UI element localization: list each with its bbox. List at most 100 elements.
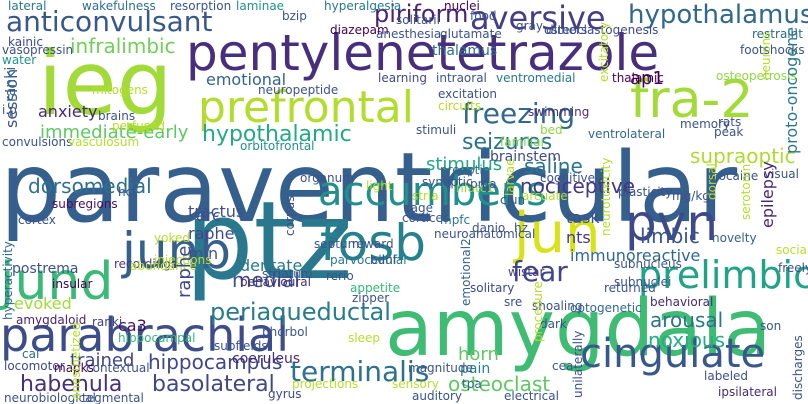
word-accumbens: accumbens (318, 169, 548, 215)
word-circuits: circuits (438, 99, 482, 113)
word-supraoptic: supraoptic (690, 144, 796, 168)
word-insular: insular (52, 277, 93, 291)
word-social: social (776, 243, 808, 257)
word-laminae: hyperalgesia (324, 0, 402, 13)
word-recordings: recordings (114, 257, 178, 271)
word-injections: injections (154, 253, 212, 267)
word-horn: task (566, 208, 600, 227)
word-ranki: ranki (3, 66, 19, 102)
word-swimming: swimming (528, 105, 590, 119)
word-tractus: raphe (188, 224, 235, 243)
word-locomotor: locomotor (4, 359, 65, 373)
word-peak: peak (714, 125, 744, 139)
word-trained: horn (458, 344, 499, 365)
word-osteopetrosis: osteopetrosis (716, 69, 797, 83)
word-anticonvulsant: anticonvulsant (6, 5, 213, 38)
word-jund: jund (0, 252, 114, 312)
word-striatum: striatum (262, 267, 313, 281)
word-cage: cage (404, 201, 433, 215)
word-plasticity: plasticity (618, 185, 673, 199)
word-hz: hz (514, 221, 528, 235)
word-ipsilateral: ipsilateral (718, 385, 777, 399)
word-vasopressin: vasopressin (2, 43, 74, 57)
word-footshocks: footshocks (740, 43, 805, 57)
word-saline: saline (524, 154, 583, 178)
word-i.p: i.p (2, 103, 17, 117)
word-danio: danio (472, 221, 506, 235)
word-arc: ca3 (118, 316, 147, 335)
word-thalamus: wakefulness (82, 0, 156, 13)
word-son: son (760, 319, 782, 333)
word-rats: rats (718, 115, 742, 129)
word-synaptic: synaptic (422, 175, 473, 189)
word-session: tractus (188, 202, 245, 221)
word-fosb: fosb (320, 214, 426, 272)
word-solitary: solitary (470, 281, 515, 295)
word-novelty: novelty (712, 231, 757, 245)
word-brainstem: thalamus (432, 43, 498, 59)
word-subnucleus: subnucleus (614, 257, 682, 271)
word-periaqueductal: periaqueductal (210, 298, 391, 326)
word-postrema: ap1 (630, 68, 664, 89)
word-behavioural: behavioural (240, 275, 311, 289)
word-mapks: mapks (54, 361, 94, 375)
word-neuropeptide: neuropeptide (258, 83, 339, 97)
word-stimuli: stimuli (416, 123, 457, 137)
word-shoaling: shoaling (532, 299, 583, 313)
word-epilepsy: epilepsy (758, 161, 777, 228)
word-visual: visual (764, 167, 799, 181)
word-hyperalgesia: amygdaloid (16, 313, 87, 327)
word-nociceptive: nociceptive (520, 174, 635, 198)
word-nfatc1: nfatc1 (456, 181, 495, 195)
word-ca3: dentate (240, 256, 303, 275)
word-sensory: sensory (392, 377, 439, 391)
word-resorption: resorption (170, 0, 232, 13)
word-unilaterally: unilaterally (571, 330, 585, 398)
word-sleep: sleep (348, 331, 380, 345)
word-abundance: abundance (130, 259, 197, 273)
word-organum: organum (300, 171, 354, 185)
word-dark: dark (540, 317, 567, 331)
word-emotional: emotional (206, 70, 287, 89)
word-cocaine: cocaine (712, 169, 759, 183)
word-jun: jun (514, 201, 601, 266)
word-parabrachial: parabrachial (0, 308, 289, 362)
word-immunoreactive: evoked (14, 294, 72, 313)
word-memory: memory (680, 117, 731, 131)
word-larvae: larvae (503, 158, 517, 196)
word-wakefulness: laminae (236, 0, 285, 13)
word-yoked: yoked (154, 231, 190, 245)
word-familiar: familiar (500, 135, 546, 149)
word-medial: medial (232, 268, 300, 292)
word-preoptic: preoptic (440, 163, 490, 177)
word-zipper: zipper (352, 291, 390, 305)
word-rerio: rerio (326, 269, 354, 283)
word-hippocampal: hippocampal (118, 331, 196, 345)
word-subfields: subfields (214, 339, 268, 353)
word-hypothalamus: hypothalamus (628, 0, 808, 30)
word-cortex: cortex (18, 213, 56, 227)
word-terminalis: terminalis (290, 355, 430, 388)
word-evoked: pain (460, 361, 491, 377)
word-mpfc: mpfc (440, 213, 471, 227)
word-diazepam: diazepam (330, 23, 389, 37)
word-aversive: aversive (470, 0, 606, 37)
word-cea: cea (552, 359, 574, 373)
word-solitarii: solitarii (396, 13, 440, 27)
word-appetite: appetite (350, 281, 401, 295)
word-fear: fear (512, 255, 568, 288)
word-raphe: trained (70, 350, 135, 371)
word-prelimbic: prelimbic (638, 253, 808, 297)
word-arcuate: arcuate (522, 189, 568, 203)
word-tegmental: tegmental (82, 391, 144, 404)
word-habenula: habenula (20, 372, 123, 397)
word-orbitofrontal: orbitofrontal (240, 139, 315, 153)
word-ptz: ptz (185, 179, 353, 304)
word-contextual: contextual (86, 361, 150, 375)
word-tpa: tpa (462, 377, 482, 391)
word-serotonin: serotonin (739, 163, 753, 220)
word-task: nts (566, 228, 591, 247)
word-coeruleus: coeruleus (232, 351, 301, 367)
word-mitogens: mitogens (92, 83, 148, 97)
